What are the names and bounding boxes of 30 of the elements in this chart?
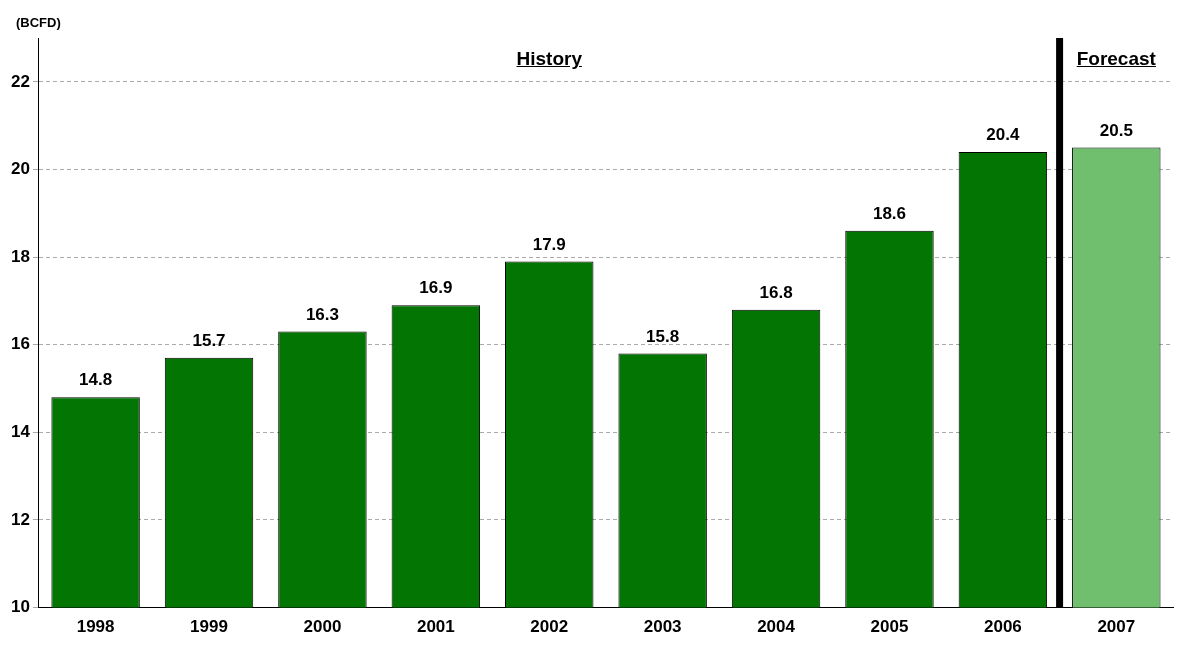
x-tick-label: 2006	[983, 617, 1022, 637]
data-label: 20.5	[1099, 120, 1133, 140]
data-label: 15.8	[646, 326, 680, 346]
x-tick-label: 1998	[76, 617, 115, 637]
data-label: 16.9	[419, 278, 453, 298]
x-tick-label: 2003	[643, 617, 682, 637]
data-label: 16.3	[305, 304, 339, 324]
y-tick-label: 12	[10, 509, 30, 529]
ref-line-label: Forecast	[1074, 48, 1158, 70]
annotation: History	[514, 48, 584, 70]
y-tick-label: 16	[10, 334, 30, 354]
x-tick-label: 2000	[303, 617, 342, 637]
x-tick-label: 2004	[757, 617, 796, 637]
data-label: 14.8	[79, 370, 113, 390]
y-axis-title: (BCFD)	[16, 15, 61, 31]
x-tick-label: 2001	[416, 617, 455, 637]
x-tick-label: 2005	[870, 617, 909, 637]
y-tick-label: 18	[10, 246, 30, 266]
y-tick-label: 10	[10, 597, 30, 617]
x-tick-label: 2002	[530, 617, 569, 637]
y-tick-label: 22	[10, 71, 30, 91]
data-label: 16.8	[759, 282, 793, 302]
y-tick-label: 20	[10, 159, 30, 179]
data-label: 20.4	[986, 125, 1020, 145]
data-label: 15.7	[192, 331, 226, 351]
y-tick-label: 14	[10, 422, 31, 442]
x-tick-label: 2007	[1097, 617, 1136, 637]
data-label: 18.6	[872, 203, 907, 223]
data-label: 17.9	[532, 234, 566, 254]
x-tick-label: 1999	[190, 617, 228, 637]
